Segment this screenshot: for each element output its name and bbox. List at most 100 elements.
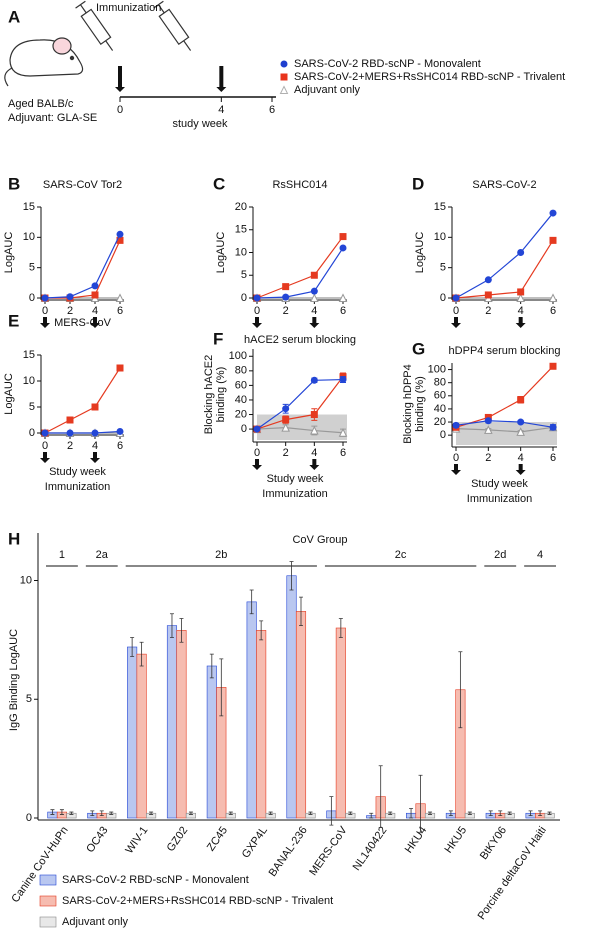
- x-tick-label: ZC45: [205, 825, 230, 854]
- bar: [256, 630, 267, 819]
- immunization-arrow: [309, 459, 320, 470]
- error-bar: [299, 596, 303, 627]
- immunization-arrow: [451, 464, 461, 475]
- data-point: [310, 271, 318, 279]
- group-label: 2c: [395, 549, 407, 561]
- y-tick-label: 10: [20, 574, 32, 586]
- error-bar: [338, 618, 343, 638]
- x-tick-label: 2: [67, 440, 73, 452]
- data-point: [41, 429, 49, 437]
- legend-marker: [280, 73, 288, 81]
- data-point: [484, 276, 492, 284]
- x-tick-label: HKU4: [403, 825, 430, 856]
- data-point: [517, 249, 525, 256]
- bar: [335, 627, 346, 819]
- error-bar: [69, 811, 74, 815]
- data-point: [548, 293, 558, 302]
- bar: [166, 625, 178, 819]
- x-tick-label: 4: [518, 305, 524, 317]
- error-bar: [348, 811, 353, 815]
- chart-title: MERS-CoV: [54, 317, 112, 329]
- group-label: 2b: [215, 549, 227, 561]
- y-axis-label: LogAUC: [3, 232, 15, 274]
- chart-title: SARS-CoV Tor2: [43, 179, 122, 191]
- y-tick-label: 0: [440, 429, 446, 441]
- x-tick-label: 0: [117, 104, 123, 116]
- error-bar: [268, 811, 273, 815]
- y-tick-label: 80: [434, 377, 446, 389]
- bar: [246, 601, 257, 819]
- data-point: [310, 287, 318, 295]
- bar: [286, 575, 297, 819]
- panel-label: H: [8, 529, 20, 548]
- legend-label: Adjuvant only: [294, 84, 361, 96]
- legend-label: Adjuvant only: [62, 916, 129, 928]
- series-line: [44, 367, 121, 434]
- x-tick-label: BtKY06: [478, 825, 509, 862]
- data-point: [116, 230, 124, 238]
- group-label: 1: [59, 549, 65, 561]
- x-tick-label: 0: [42, 440, 48, 452]
- error-bar: [467, 811, 472, 815]
- series-line: [256, 376, 344, 430]
- shaded-region: [257, 414, 347, 440]
- syringe: [75, 0, 192, 51]
- y-axis-label: LogAUC: [215, 232, 227, 274]
- data-point: [282, 416, 290, 424]
- x-tick-label: 2: [283, 305, 289, 317]
- x-axis-label: Study week: [267, 473, 324, 485]
- x-tick-label: 6: [340, 447, 346, 459]
- y-axis-label: binding (%): [414, 376, 426, 432]
- y-axis-label: IgG Binding LogAUC: [8, 629, 20, 731]
- data-point: [282, 293, 290, 301]
- data-point: [517, 396, 525, 404]
- legend-swatch: [39, 916, 57, 928]
- y-tick-label: 40: [434, 403, 446, 415]
- data-point: [484, 425, 493, 434]
- legend-label: SARS-CoV-2+MERS+RsSHC014 RBD-scNP - Triv…: [294, 71, 565, 83]
- y-tick-label: 20: [235, 201, 247, 213]
- x-tick-label: Porcine deltaCoV Haiti: [476, 825, 549, 923]
- data-point: [281, 423, 290, 432]
- data-point: [116, 236, 124, 244]
- data-point: [253, 425, 261, 433]
- x-tick-label: 2: [67, 305, 73, 317]
- series-line: [256, 236, 344, 299]
- immunization-arrow: [90, 452, 100, 463]
- x-tick-label: GXP4L: [240, 825, 270, 861]
- x-tick-label: 6: [117, 305, 123, 317]
- data-point: [310, 425, 319, 435]
- data-point: [549, 209, 557, 217]
- error-bar: [50, 809, 55, 815]
- panel-label: D: [412, 174, 424, 193]
- chart-title: SARS-CoV-2: [472, 179, 536, 191]
- data-point: [516, 293, 525, 302]
- data-point: [91, 429, 99, 437]
- data-point: [41, 294, 49, 302]
- x-tick-label: 0: [453, 305, 459, 317]
- data-point: [310, 376, 318, 384]
- error-bar: [409, 808, 414, 819]
- panel-label: G: [412, 339, 425, 358]
- error-bar: [130, 637, 135, 657]
- y-tick-label: 20: [434, 416, 446, 428]
- error-bar: [219, 658, 224, 717]
- x-tick-label: 6: [117, 440, 123, 452]
- data-point: [310, 293, 319, 302]
- series-line: [455, 365, 554, 428]
- y-tick-label: 5: [29, 401, 35, 413]
- error-bar: [90, 810, 95, 817]
- error-bar: [538, 810, 543, 817]
- y-tick-label: 15: [235, 224, 247, 236]
- error-bar: [179, 618, 184, 643]
- group-label: 2d: [494, 549, 506, 561]
- error-bar: [388, 811, 393, 815]
- x-axis-label: Immunization: [262, 488, 327, 500]
- immunization-arrow: [115, 66, 125, 92]
- data-point: [452, 294, 460, 302]
- immunization-arrow: [216, 66, 227, 92]
- y-axis-label: LogAUC: [3, 373, 15, 415]
- x-axis-label: study week: [172, 118, 228, 130]
- x-tick-label: 4: [311, 305, 317, 317]
- error-bar: [418, 774, 423, 833]
